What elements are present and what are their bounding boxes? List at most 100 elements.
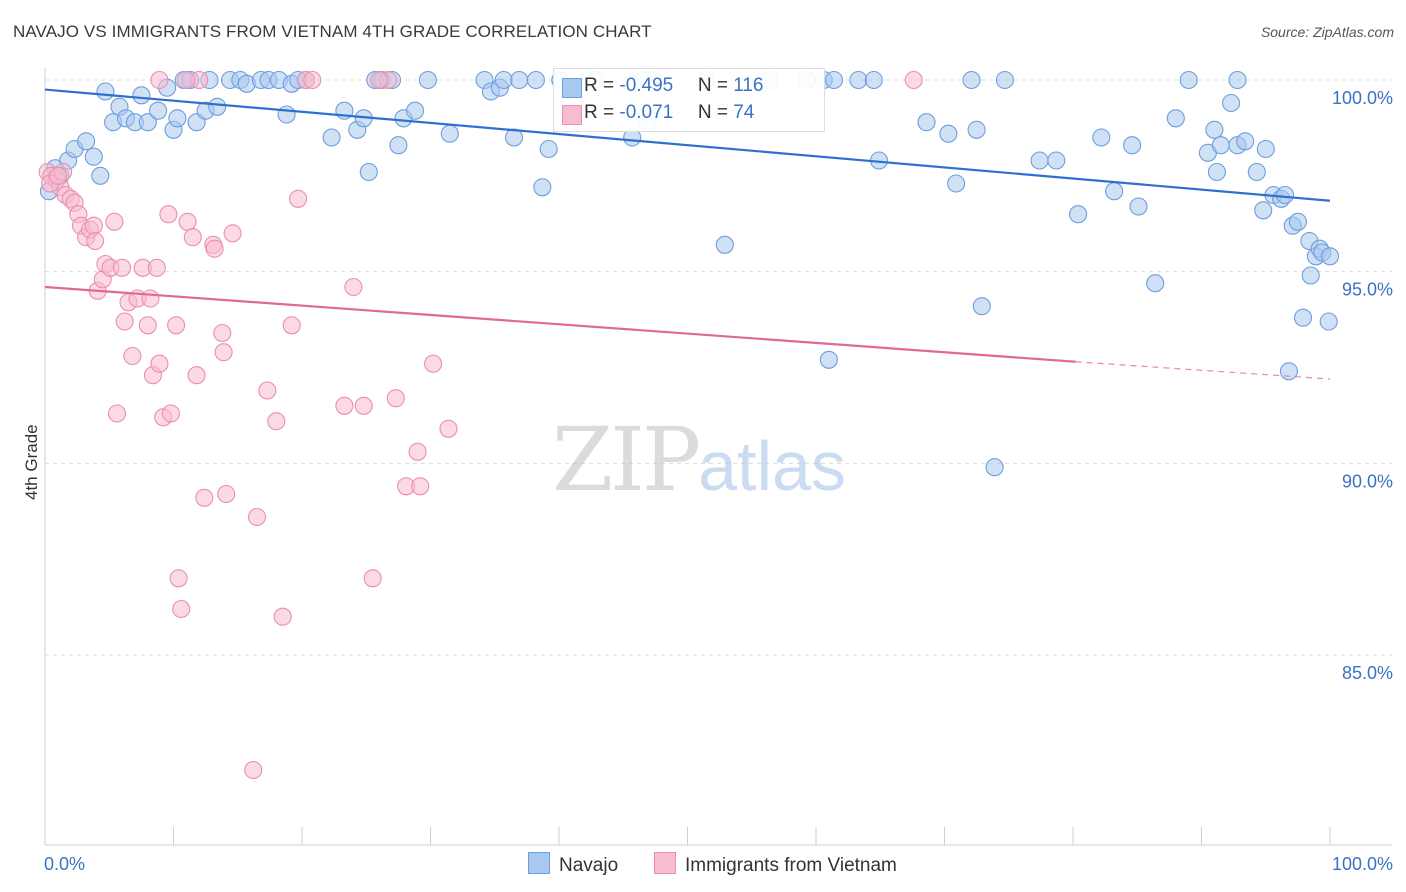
navajo-point	[1254, 201, 1273, 220]
navajo-swatch	[562, 78, 582, 98]
gridlines	[45, 79, 1392, 656]
y-tick-label: 100.0%	[1332, 88, 1393, 108]
vietnam-point	[213, 323, 232, 343]
navajo-point	[418, 70, 437, 90]
vietnam-point	[217, 484, 236, 504]
stats-row-navajo: R = -0.495 N = 116	[562, 75, 763, 101]
navajo-point	[1205, 120, 1224, 139]
y-tick-label: 95.0%	[1342, 280, 1393, 300]
vietnam-point	[370, 70, 389, 90]
chart-source: Source: ZipAtlas.com	[1260, 24, 1394, 40]
vietnam-point	[267, 412, 286, 431]
vietnam-point	[161, 404, 180, 423]
r-label: R =	[584, 102, 620, 123]
navajo-point	[1105, 182, 1124, 201]
vietnam-point	[195, 488, 214, 507]
navajo-point	[96, 82, 115, 101]
legend-navajo-label: Navajo	[559, 855, 619, 876]
navajo-point	[849, 70, 868, 90]
vietnam-point	[386, 389, 405, 408]
vietnam-point	[150, 70, 169, 90]
vietnam-point	[150, 354, 169, 373]
navajo-point	[322, 128, 341, 147]
vietnam-point	[113, 258, 132, 277]
navajo-point	[1288, 212, 1307, 231]
navajo-point	[1069, 205, 1088, 224]
r-label: R =	[584, 75, 620, 96]
navajo-point	[406, 101, 425, 120]
vietnam-point	[247, 507, 267, 527]
navajo-point	[1256, 139, 1275, 159]
r-value: -0.071	[619, 102, 674, 123]
chart-title: NAVAJO VS IMMIGRANTS FROM VIETNAM 4TH GR…	[13, 22, 652, 41]
vietnam-point	[289, 189, 308, 208]
vietnam-point	[48, 166, 67, 185]
watermark-zip: ZIP	[552, 408, 701, 511]
vietnam-point	[177, 70, 196, 90]
vietnam-point	[904, 70, 923, 90]
navajo-point	[715, 235, 734, 254]
navajo-point	[819, 350, 838, 369]
navajo-point	[1211, 136, 1230, 155]
navajo-point	[985, 458, 1004, 477]
vietnam-point	[167, 316, 186, 335]
navajo-point	[1222, 93, 1241, 113]
navajo-point	[208, 97, 227, 116]
n-value: 74	[733, 102, 755, 123]
navajo-point	[1236, 132, 1255, 151]
navajo-point	[1301, 266, 1320, 285]
navajo-point	[1207, 162, 1226, 182]
vietnam-point	[344, 277, 363, 297]
navajo-point	[947, 174, 966, 193]
r-value: -0.495	[619, 75, 674, 96]
vietnam-point	[223, 224, 242, 243]
vietnam-trend-line	[44, 285, 1076, 363]
watermark-atlas: atlas	[698, 427, 846, 505]
vietnam-point	[141, 289, 160, 308]
navajo-point	[494, 70, 513, 90]
navajo-point	[1179, 70, 1198, 90]
navajo-point	[1293, 308, 1313, 327]
vietnam-point	[123, 346, 142, 366]
legend-vietnam-label: Immigrants from Vietnam	[685, 855, 897, 876]
vietnam-point	[138, 316, 157, 335]
watermark: ZIPatlas	[552, 408, 846, 511]
vietnam-point	[183, 228, 202, 247]
navajo-point	[1092, 128, 1111, 147]
n-label: N =	[697, 75, 734, 96]
navajo-point	[1320, 247, 1340, 266]
vietnam-point	[244, 760, 263, 780]
vietnam-point	[439, 419, 458, 438]
navajo-point	[91, 166, 110, 185]
legend-navajo-swatch	[528, 852, 550, 874]
vietnam-point	[107, 404, 127, 423]
vietnam-swatch	[562, 105, 582, 125]
x-tick-label: 100.0%	[1332, 854, 1393, 874]
navajo-point	[995, 70, 1014, 90]
vietnam-point	[147, 258, 166, 277]
navajo-point	[149, 101, 168, 120]
data-points	[38, 70, 1340, 780]
navajo-point	[84, 147, 103, 166]
navajo-point	[138, 113, 157, 132]
navajo-point	[1275, 185, 1295, 205]
navajo-point	[77, 132, 96, 151]
vietnam-point	[424, 354, 443, 373]
navajo-point	[1319, 312, 1338, 331]
navajo-point	[972, 297, 991, 316]
vietnam-point	[172, 599, 191, 619]
navajo-point	[939, 124, 958, 143]
legend-vietnam-swatch	[654, 852, 676, 874]
vietnam-point	[115, 312, 134, 331]
vietnam-point	[303, 70, 322, 90]
navajo-point	[1030, 151, 1049, 170]
navajo-point	[864, 70, 883, 90]
vietnam-point	[363, 569, 382, 588]
vietnam-point	[205, 239, 224, 258]
navajo-point	[1129, 197, 1148, 216]
navajo-point	[1047, 151, 1066, 170]
navajo-point	[504, 128, 524, 147]
navajo-point	[168, 109, 187, 128]
navajo-point	[526, 70, 545, 90]
navajo-point	[510, 70, 529, 90]
